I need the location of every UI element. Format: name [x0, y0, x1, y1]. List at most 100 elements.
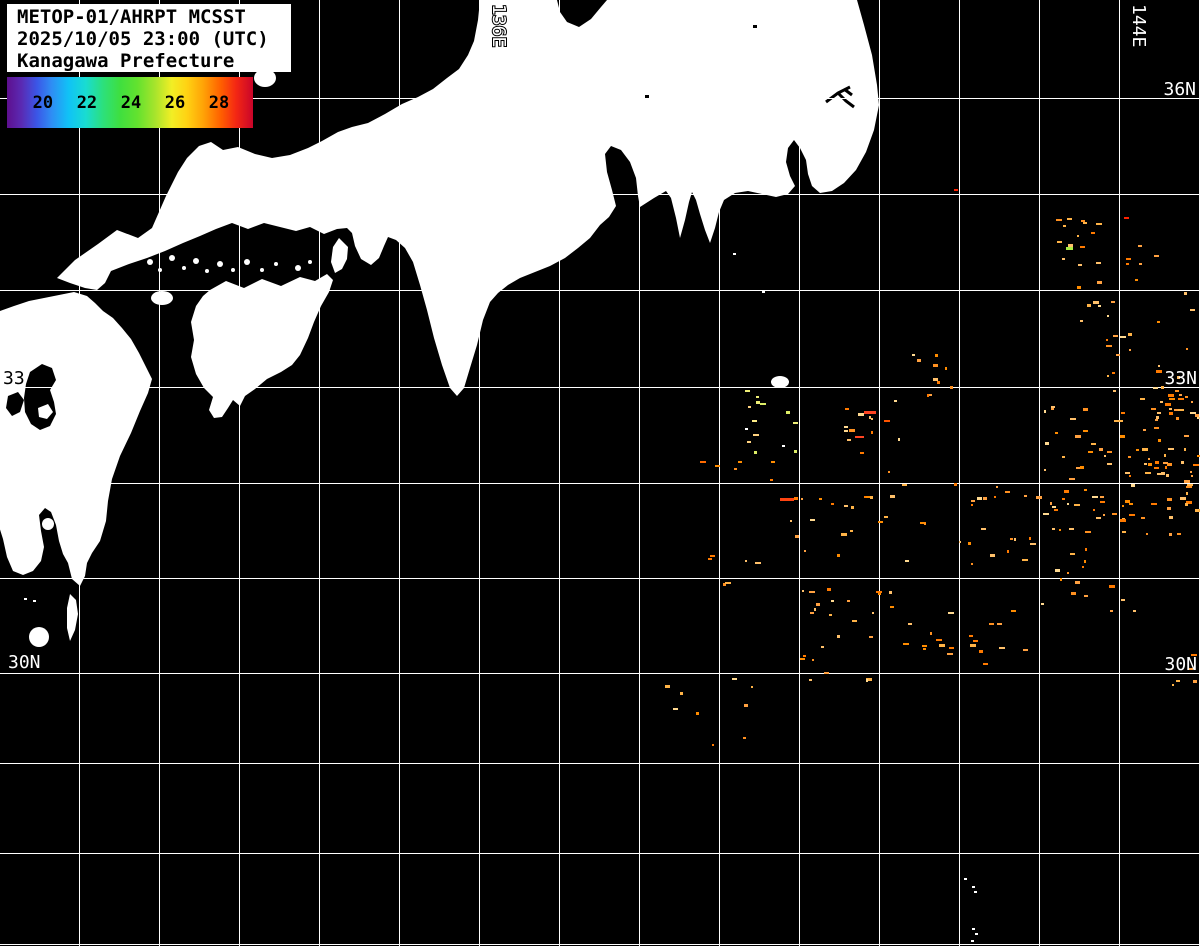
- sst-pixel: [1177, 376, 1180, 379]
- sst-pixel: [1160, 401, 1163, 403]
- sst-pixel: [738, 461, 742, 463]
- sst-pixel: [1029, 537, 1031, 540]
- sst-pixel: [969, 635, 973, 637]
- sst-pixel: [1081, 220, 1085, 222]
- sst-pixel: [1107, 375, 1109, 377]
- sst-pixel: [923, 648, 926, 650]
- sst-pixel: [935, 354, 938, 357]
- island: [260, 268, 264, 272]
- sst-pixel: [1070, 553, 1075, 555]
- sst-pixel: [753, 434, 759, 436]
- sst-pixel: [878, 593, 881, 595]
- sst-pixel: [1125, 500, 1130, 503]
- colorbar-tick-label: 26: [164, 92, 186, 113]
- sst-pixel: [1030, 543, 1036, 545]
- sst-pixel: [851, 506, 854, 509]
- sst-pixel: [1193, 464, 1199, 466]
- sst-pixel: [937, 381, 940, 384]
- island: [147, 259, 153, 265]
- sst-pixel: [751, 686, 753, 688]
- sst-pixel: [1114, 420, 1119, 422]
- sst-pixel: [755, 562, 761, 564]
- sst-pixel: [1177, 533, 1181, 535]
- sst-pixel: [803, 655, 806, 657]
- sst-pixel: [1076, 467, 1080, 469]
- sst-pixel: [1051, 406, 1055, 408]
- sst-pixel: [1050, 502, 1052, 505]
- cloud-speck: [972, 886, 975, 888]
- sst-pixel: [1060, 578, 1062, 581]
- sst-pixel: [945, 367, 947, 370]
- island: [254, 69, 276, 87]
- cloud-speck: [972, 928, 975, 930]
- sst-pixel: [715, 465, 720, 467]
- sst-pixel: [1195, 414, 1199, 417]
- island: [295, 265, 301, 271]
- sst-pixel: [858, 413, 864, 416]
- sst-pixel: [954, 483, 957, 486]
- sst-pixel-feature: [752, 420, 757, 422]
- sst-pixel: [860, 452, 864, 454]
- sst-pixel: [1189, 668, 1193, 670]
- island: [29, 627, 49, 647]
- sst-pixel: [1154, 467, 1159, 469]
- sst-pixel: [1096, 223, 1102, 225]
- sst-pixel: [989, 623, 994, 625]
- sst-pixel: [794, 497, 798, 500]
- sst-pixel: [847, 439, 851, 441]
- sst-pixel: [1174, 409, 1178, 411]
- island: [182, 266, 186, 270]
- sst-pixel: [959, 541, 961, 543]
- sst-pixel: [1165, 466, 1167, 469]
- sst-pixel: [1197, 417, 1200, 419]
- sst-pixel: [1074, 504, 1080, 506]
- sst-pixel: [1138, 245, 1142, 247]
- sst-pixel: [1075, 435, 1081, 438]
- sst-pixel: [1184, 480, 1190, 483]
- sst-pixel: [864, 496, 866, 498]
- sst-pixel: [939, 644, 945, 647]
- sst-pixel: [1142, 448, 1148, 451]
- sst-pixel: [997, 623, 1002, 625]
- sst-pixel: [869, 416, 871, 419]
- sst-pixel: [908, 623, 912, 625]
- sst-pixel: [1113, 390, 1116, 392]
- sst-pixel: [1186, 348, 1188, 350]
- sst-pixel: [793, 422, 798, 424]
- sst-pixel: [1151, 408, 1156, 410]
- latitude-label: 36N: [1163, 79, 1196, 100]
- sst-pixel: [743, 737, 746, 739]
- sst-pixel: [1181, 461, 1184, 464]
- sst-pixel: [831, 503, 834, 505]
- sst-pixel: [1163, 462, 1168, 464]
- sst-pixel: [1185, 503, 1188, 506]
- sst-pixel: [1154, 427, 1159, 429]
- sst-pixel: [1096, 517, 1101, 519]
- sst-pixel: [1014, 538, 1016, 541]
- sst-pixel: [824, 672, 829, 674]
- sst-pixel: [723, 583, 726, 586]
- sst-pixel: [1064, 490, 1069, 493]
- sst-pixel: [902, 484, 907, 486]
- cloud-speck: [24, 598, 27, 600]
- sst-pixel: [878, 521, 883, 523]
- sst-pixel: [1091, 443, 1096, 445]
- sst-pixel: [1168, 448, 1174, 450]
- sst-pixel: [802, 590, 804, 592]
- sst-pixel: [1148, 458, 1150, 460]
- sst-pixel: [996, 486, 998, 488]
- sst-pixel: [1055, 569, 1060, 572]
- sst-pixel: [1106, 345, 1112, 347]
- sst-pixel: [1069, 528, 1074, 530]
- sst-pixel: [1111, 301, 1115, 303]
- island: [771, 376, 789, 388]
- sst-pixel: [1112, 372, 1115, 374]
- sst-pixel: [949, 647, 954, 649]
- sst-pixel: [771, 461, 775, 463]
- sst-pixel: [1056, 219, 1062, 221]
- sst-pixel: [821, 646, 824, 648]
- sst-pixel: [1168, 394, 1174, 397]
- sst-pixel: [1122, 531, 1126, 533]
- sst-pixel-feature: [864, 411, 876, 414]
- sst-pixel: [1155, 461, 1159, 464]
